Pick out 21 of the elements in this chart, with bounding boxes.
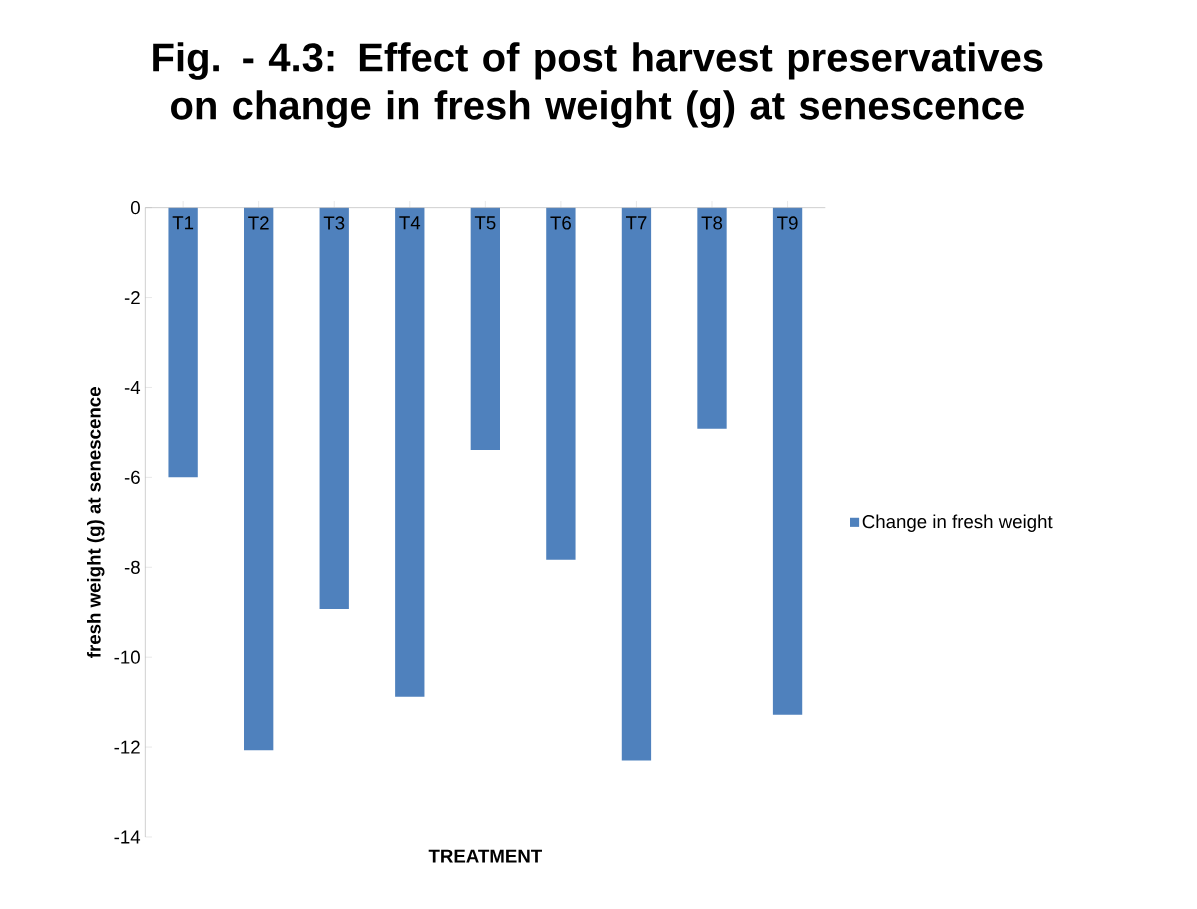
y-tick-label: -4 bbox=[124, 381, 141, 394]
y-tick-label: -6 bbox=[124, 470, 140, 484]
x-tick-label: T3 bbox=[323, 216, 345, 230]
y-tick-label: -2 bbox=[124, 291, 140, 305]
x-tick-label: T6 bbox=[550, 216, 571, 230]
y-axis-title: fresh weight (g) at senescence bbox=[87, 387, 105, 658]
x-tick-label: T2 bbox=[248, 216, 269, 230]
y-tick-label: -14 bbox=[114, 830, 141, 844]
x-tick-label: T5 bbox=[474, 216, 496, 230]
y-tick-label: -10 bbox=[114, 650, 140, 664]
legend-label: Change in fresh weight bbox=[862, 514, 1053, 532]
chart-title: Fig. - 4.3: Effect of post harvest preservatives on change in fresh weight (g) at senescence bbox=[153, 42, 1043, 128]
x-tick-label: T8 bbox=[701, 216, 723, 230]
y-tick-label: -12 bbox=[114, 740, 140, 754]
x-axis-title: TREATMENT bbox=[428, 849, 542, 863]
x-tick-label: T7 bbox=[625, 216, 647, 230]
x-tick-label: T1 bbox=[172, 216, 194, 230]
y-tick-label: -8 bbox=[124, 560, 140, 574]
x-tick-label: T9 bbox=[777, 216, 798, 230]
y-tick-label: 0 bbox=[130, 201, 140, 215]
x-tick-label: T4 bbox=[399, 216, 421, 230]
